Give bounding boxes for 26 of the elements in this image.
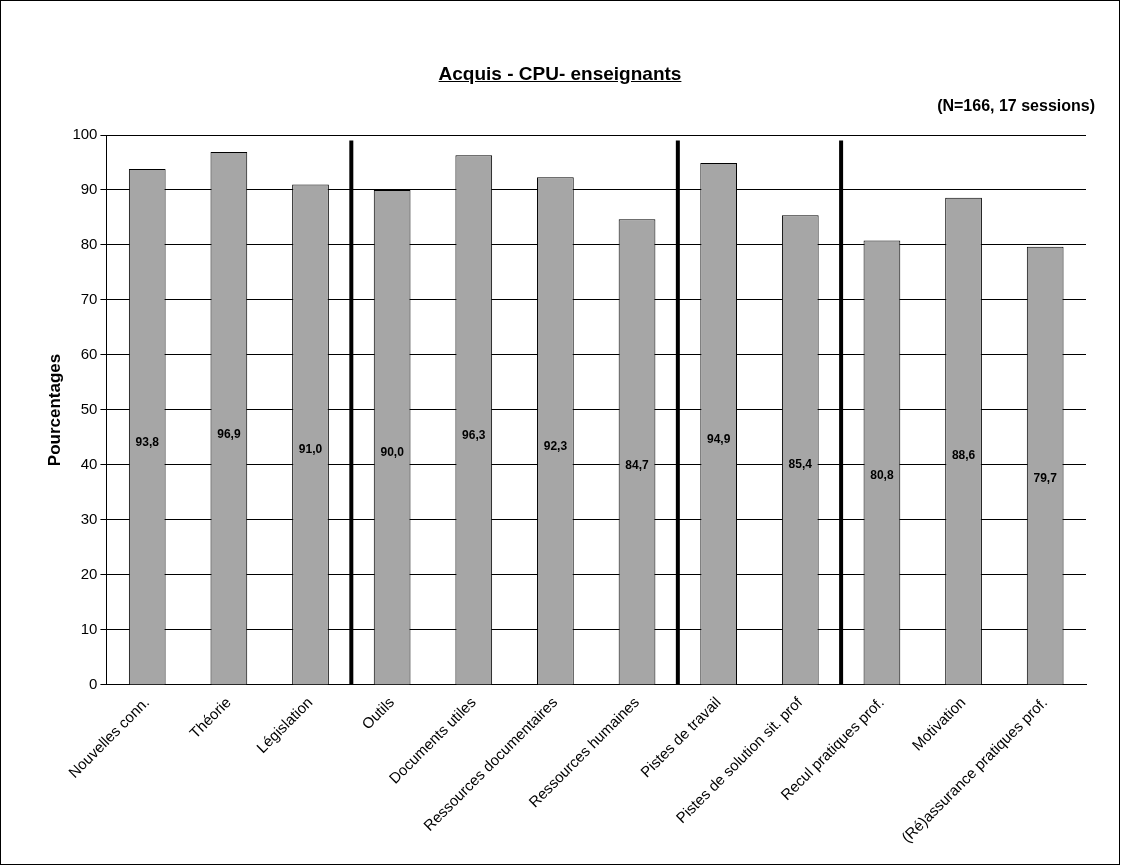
data-label: 93,8 [135,434,160,449]
data-label: 91,0 [298,442,323,457]
y-tick-label: 80 [80,235,98,253]
y-tick-label: 10 [80,620,98,638]
data-label: 84,7 [625,458,650,473]
y-tick-label: 70 [80,290,98,308]
data-label: 96,3 [462,428,486,443]
y-tick-label: 20 [80,565,98,583]
data-label: 90,0 [380,444,405,459]
y-tick-label: 90 [80,180,98,198]
y-tick-label: 0 [89,675,98,693]
chart-subtitle: (N=166, 17 sessions) [936,97,1096,115]
data-label: 80,8 [870,468,894,483]
data-label: 85,4 [788,456,813,471]
data-label: 79,7 [1033,471,1058,486]
data-label: 88,6 [951,448,976,463]
y-tick-label: 50 [80,400,98,418]
y-axis-title: Pourcentages [44,353,64,467]
y-tick-label: 60 [80,345,98,363]
y-tick-label: 30 [80,510,98,528]
chart-title: Acquis - CPU- enseignants [437,62,683,85]
y-tick-label: 100 [72,125,98,143]
data-label: 94,9 [706,431,731,446]
data-label: 92,3 [543,438,568,453]
y-tick-label: 40 [80,455,98,473]
data-label: 96,9 [217,426,241,441]
